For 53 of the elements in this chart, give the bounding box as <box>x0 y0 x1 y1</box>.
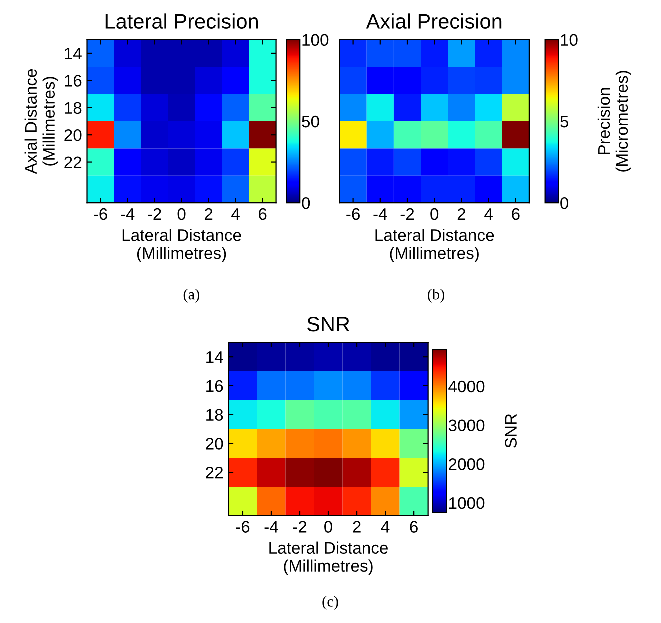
color-bar-label: 10 <box>561 34 578 46</box>
x-tick-label: -4 <box>374 208 388 220</box>
y-axis-title: Axial Distance (Millimetres) <box>24 69 58 174</box>
chart-title: Axial Precision <box>366 14 502 29</box>
text: (c) <box>322 596 338 610</box>
color-bar-label: 100 <box>302 34 329 46</box>
color-bar-label: 3000 <box>448 420 485 432</box>
x-tick-label: -2 <box>400 208 414 220</box>
color-bar-title: Precision (Micrometres) <box>598 71 632 172</box>
x-tick-label: 6 <box>410 521 418 533</box>
x-axis-title: Lateral Distance (Millimetres) <box>122 229 242 263</box>
x-tick-label: -4 <box>121 208 135 220</box>
text: (a) <box>184 288 200 303</box>
x-tick-label: 2 <box>204 208 213 220</box>
color-bar-label: 5 <box>560 116 569 128</box>
x-tick-label: -2 <box>293 521 307 533</box>
x-tick-label: 0 <box>430 208 439 220</box>
x-tick-label: 4 <box>484 208 493 220</box>
x-tick-label: 4 <box>381 521 390 533</box>
x-axis-title: Lateral Distance (Millimetres) <box>376 229 494 263</box>
y-tick-label: 20 <box>64 129 82 142</box>
color-bar-label: 0 <box>560 198 569 210</box>
color-bar-title: SNR <box>505 414 517 448</box>
x-tick-label: -6 <box>94 208 108 220</box>
color-bar-label: 2000 <box>449 458 485 470</box>
y-tick-label: 22 <box>64 156 82 168</box>
y-tick-label: 18 <box>206 409 224 422</box>
text: (b) <box>428 288 444 303</box>
color-bar-label: 0 <box>302 198 310 210</box>
y-tick-label: 16 <box>206 380 224 392</box>
x-tick-label: 2 <box>458 208 466 220</box>
x-tick-label: -6 <box>346 208 360 220</box>
y-tick-label: 14 <box>65 48 82 60</box>
x-tick-label: 6 <box>259 208 267 220</box>
chart-title: SNR <box>307 316 350 332</box>
y-tick-label: 18 <box>65 102 82 114</box>
x-axis-title: Lateral Distance (Millimetres) <box>270 542 388 576</box>
x-tick-label: 6 <box>512 208 520 220</box>
color-bar-label: 1000 <box>449 497 485 510</box>
y-tick-label: 20 <box>206 438 224 450</box>
color-bar-label: 4000 <box>448 380 485 393</box>
y-tick-label: 16 <box>65 75 82 87</box>
color-bar-label: 50 <box>302 116 320 128</box>
x-tick-label: -4 <box>264 521 278 533</box>
x-tick-label: 0 <box>324 521 332 533</box>
x-tick-label: 0 <box>178 208 186 220</box>
y-tick-label: 14 <box>206 352 224 364</box>
x-tick-label: -2 <box>148 208 162 220</box>
x-tick-label: 4 <box>232 208 240 220</box>
chart-title: Lateral Precision <box>106 14 258 29</box>
y-tick-label: 22 <box>206 466 224 479</box>
x-tick-label: -6 <box>236 521 250 533</box>
x-tick-label: 2 <box>353 521 361 533</box>
